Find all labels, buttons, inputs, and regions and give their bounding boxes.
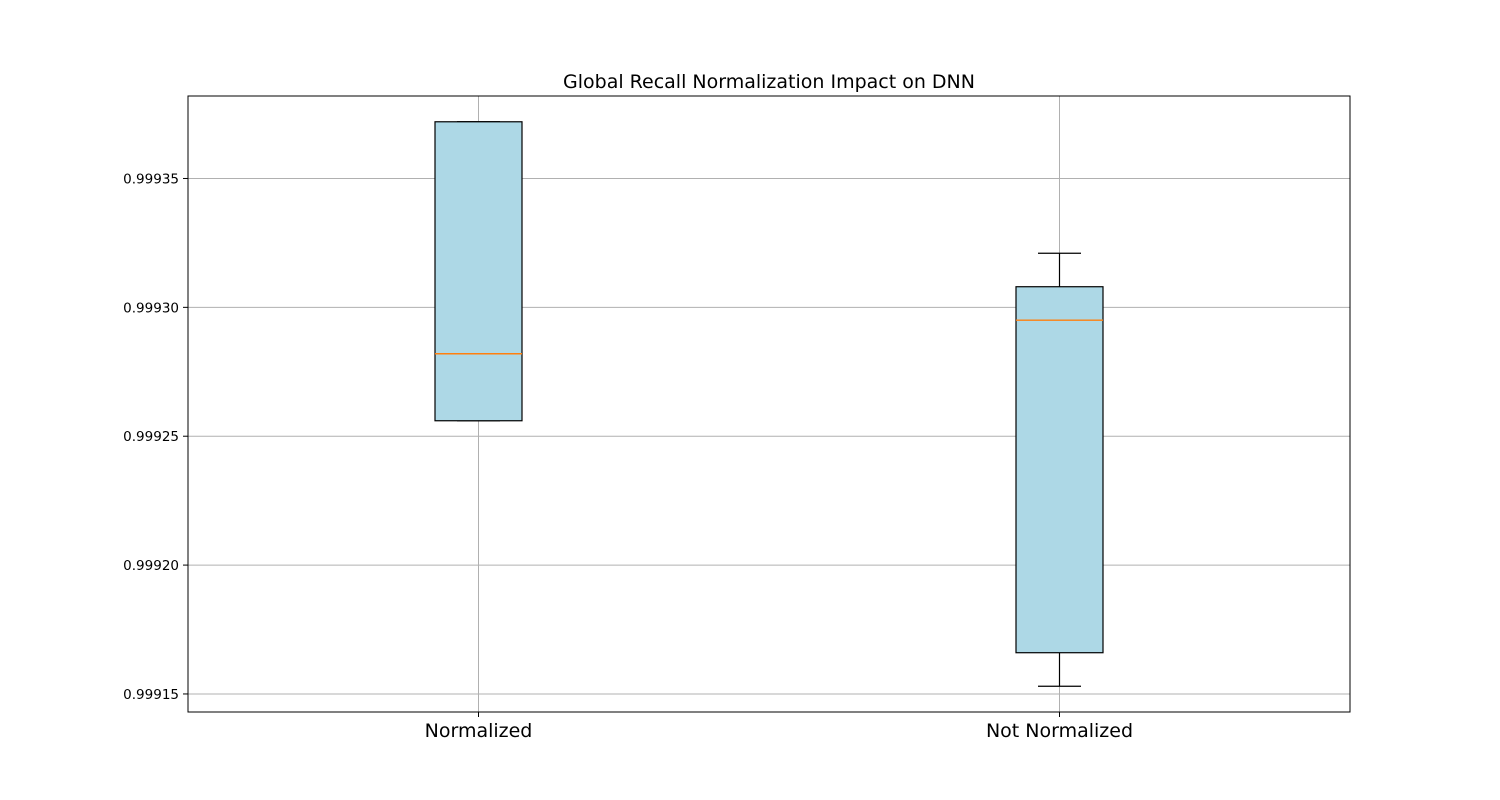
y-tick-label: 0.99935 (123, 171, 179, 187)
x-axis-ticks: Normalized Not Normalized (425, 712, 1133, 742)
chart-title: Global Recall Normalization Impact on DN… (563, 71, 975, 93)
box-group (1015, 252, 1104, 687)
box-layer (434, 121, 1104, 687)
y-tick-label: 0.99920 (123, 558, 179, 574)
y-tick-label: 0.99925 (123, 429, 179, 445)
plot-frame (187, 95, 1351, 713)
box-group (434, 121, 523, 422)
grid-layer (188, 96, 1350, 712)
box-iqr (434, 121, 523, 422)
box-iqr (1015, 286, 1104, 654)
x-tick-label: Normalized (425, 720, 533, 742)
y-axis-ticks: 0.99915 0.99920 0.99925 0.99930 0.99935 (123, 171, 188, 703)
y-tick-label: 0.99915 (123, 687, 179, 703)
x-tick-label: Not Normalized (986, 720, 1133, 742)
y-tick-label: 0.99930 (123, 300, 179, 316)
